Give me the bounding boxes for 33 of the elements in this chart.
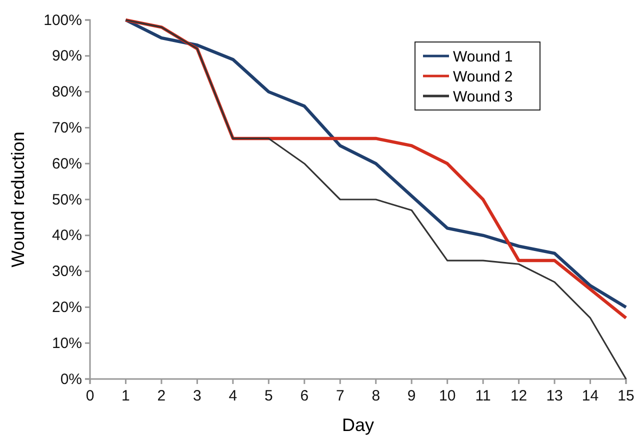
x-tick-label: 10	[438, 388, 456, 404]
x-tick-label: 1	[122, 388, 130, 404]
x-tick-label: 11	[475, 388, 491, 404]
legend-label: Wound 1	[453, 48, 513, 66]
x-tick-label: 0	[86, 388, 94, 404]
y-tick-label: 60%	[52, 155, 82, 172]
x-tick-label: 2	[157, 388, 166, 404]
x-tick-label: 12	[510, 388, 528, 404]
x-tick-label: 15	[618, 388, 634, 404]
y-tick-label: 50%	[52, 191, 82, 208]
x-tick-label: 4	[228, 388, 238, 404]
y-tick-label: 0%	[60, 370, 82, 388]
x-tick-label: 5	[264, 388, 273, 404]
line-series	[124, 19, 627, 380]
y-tick-label: 80%	[52, 84, 82, 101]
x-tick-label: 3	[193, 388, 202, 404]
x-tick-label: 13	[546, 388, 563, 404]
x-axis-title: Day	[342, 415, 374, 435]
x-tick-label: 8	[372, 388, 380, 404]
x-tick-label: 14	[582, 388, 599, 404]
x-tick-label: 6	[300, 388, 309, 404]
legend-label: Wound 3	[453, 88, 513, 106]
y-tick-label: 70%	[52, 120, 82, 136]
y-axis-title: Wound reduction	[8, 132, 28, 268]
x-tick-label: 7	[336, 388, 344, 404]
legend-label: Wound 2	[453, 68, 513, 86]
y-tick-label: 10%	[52, 334, 82, 352]
y-tick-label: 40%	[52, 227, 82, 244]
y-tick-label: 90%	[52, 48, 82, 65]
y-tick-label: 100%	[44, 12, 82, 29]
y-tick-label: 20%	[52, 299, 82, 316]
x-tick-label: 9	[407, 388, 416, 404]
y-tick-label: 30%	[52, 263, 82, 280]
